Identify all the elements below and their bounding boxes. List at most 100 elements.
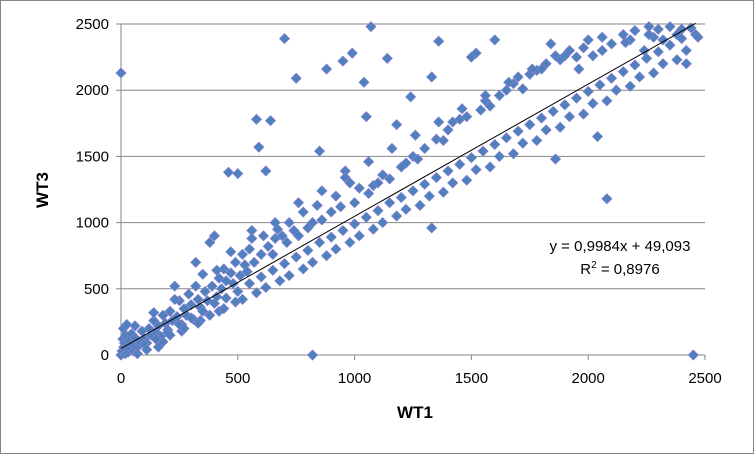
data-point — [222, 166, 235, 178]
data-point — [306, 217, 319, 229]
data-point — [360, 211, 372, 223]
data-point — [414, 199, 426, 211]
data-point — [131, 348, 143, 360]
data-point — [297, 263, 309, 275]
y-tick-label: 1500 — [76, 148, 109, 165]
data-point — [276, 230, 288, 242]
data-point — [321, 250, 333, 262]
data-point — [629, 59, 641, 71]
data-point — [412, 153, 424, 165]
x-tick-label: 2500 — [688, 370, 721, 387]
data-point — [255, 248, 267, 260]
x-tick-label: 1500 — [455, 370, 488, 387]
data-point — [423, 190, 435, 202]
data-point — [426, 71, 438, 83]
data-point — [634, 71, 646, 83]
data-point — [587, 97, 599, 110]
data-point — [218, 263, 230, 275]
data-point — [377, 169, 389, 181]
data-point — [339, 172, 351, 184]
data-point — [353, 230, 365, 242]
data-point — [507, 148, 520, 160]
data-point — [419, 178, 431, 190]
data-point — [211, 264, 223, 276]
axes: 0 500 1000 1500 2000 2500 0 500 1000 1500 2000 2500 — [76, 16, 722, 387]
data-point — [391, 210, 403, 222]
data-point — [426, 222, 438, 234]
data-point — [433, 35, 445, 47]
data-point — [278, 258, 291, 270]
data-point — [232, 168, 244, 180]
data-point — [685, 22, 697, 34]
data-point — [316, 214, 328, 226]
data-point — [353, 182, 365, 194]
data-point — [652, 23, 664, 35]
data-point — [260, 165, 272, 177]
data-point — [337, 55, 349, 67]
data-point — [243, 243, 256, 255]
data-point — [419, 142, 431, 155]
data-point — [671, 54, 683, 66]
data-point — [148, 307, 160, 319]
data-point — [526, 63, 538, 75]
data-point — [549, 153, 562, 165]
data-point — [311, 199, 323, 211]
data-point — [262, 240, 274, 252]
data-point — [220, 292, 232, 304]
data-point — [384, 173, 396, 185]
data-point — [409, 129, 421, 141]
data-point — [461, 174, 473, 186]
data-point — [535, 112, 548, 124]
y-tick-label: 2000 — [76, 82, 109, 99]
data-point — [587, 50, 599, 62]
data-point — [325, 231, 337, 243]
data-point — [281, 236, 293, 249]
data-point — [232, 285, 244, 298]
data-point — [395, 191, 407, 204]
data-point — [360, 111, 372, 123]
trendline-equation: y = 0,9984x + 49,093 — [550, 238, 691, 255]
data-point — [278, 32, 291, 45]
data-point — [648, 67, 660, 79]
data-point — [601, 95, 613, 107]
data-point — [255, 271, 267, 283]
data-point — [479, 89, 491, 102]
data-point — [316, 185, 328, 197]
trendline — [120, 22, 696, 349]
data-point — [461, 111, 473, 123]
data-point — [493, 89, 505, 102]
data-point — [164, 305, 176, 317]
data-point — [372, 205, 384, 217]
data-points — [115, 21, 704, 361]
data-point — [493, 150, 505, 162]
data-point — [283, 217, 295, 229]
data-point — [643, 29, 655, 41]
data-point — [596, 44, 608, 57]
data-point — [407, 185, 419, 197]
data-point — [596, 31, 608, 43]
data-point — [582, 85, 594, 98]
data-point — [549, 50, 562, 62]
data-point — [400, 203, 412, 215]
trendline-line — [120, 22, 696, 349]
data-point — [325, 206, 337, 218]
data-point — [192, 317, 204, 329]
data-point — [225, 267, 237, 279]
data-point — [594, 79, 606, 91]
x-tick-label: 1000 — [338, 370, 371, 387]
data-point — [306, 256, 319, 268]
data-point — [204, 309, 216, 321]
data-point — [545, 38, 557, 50]
data-point — [321, 63, 333, 75]
data-point — [554, 121, 566, 133]
r-squared-superscript: 2 — [591, 260, 597, 271]
data-point — [442, 124, 454, 136]
data-point — [183, 288, 195, 300]
data-point — [456, 103, 468, 115]
data-point — [605, 72, 618, 84]
r-squared-prefix: R — [580, 261, 591, 278]
data-point — [664, 39, 676, 51]
data-point — [225, 246, 237, 258]
data-point — [115, 67, 127, 79]
